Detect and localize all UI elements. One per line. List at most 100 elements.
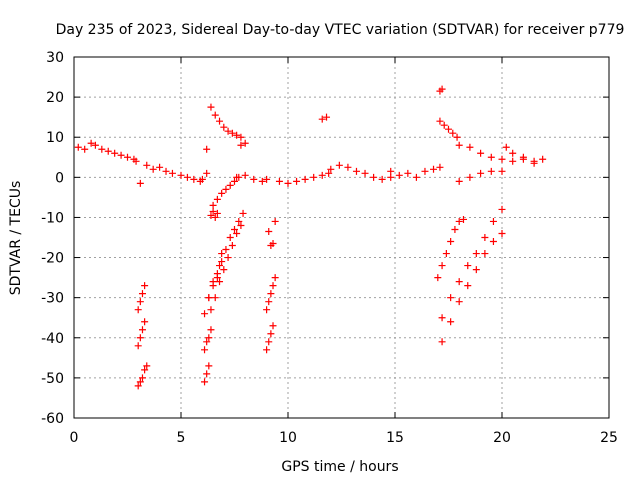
series-arc-h — [233, 171, 271, 185]
data-point — [183, 173, 191, 181]
data-point — [237, 141, 245, 149]
data-point — [466, 173, 474, 181]
data-point — [241, 139, 249, 147]
data-point — [201, 378, 209, 386]
data-point — [209, 278, 217, 286]
data-point — [213, 209, 221, 217]
data-point — [213, 274, 221, 282]
data-point — [136, 334, 144, 342]
data-point — [136, 298, 144, 306]
data-point — [233, 173, 241, 181]
data-point — [98, 145, 106, 153]
data-point — [207, 103, 215, 111]
data-point — [325, 169, 333, 177]
data-point — [310, 173, 318, 181]
y-tick-label: 30 — [46, 50, 64, 66]
data-point — [459, 215, 467, 223]
data-point — [141, 282, 149, 290]
data-point — [124, 153, 131, 161]
data-point — [434, 274, 442, 282]
data-point — [442, 250, 450, 258]
data-point — [455, 298, 463, 306]
data-point — [207, 326, 215, 334]
data-point — [205, 294, 213, 302]
data-point — [211, 213, 219, 221]
data-point — [222, 185, 230, 193]
data-point — [235, 217, 243, 225]
data-point — [226, 234, 234, 241]
data-point — [451, 225, 459, 233]
data-point — [477, 169, 485, 177]
series-arc-e — [203, 103, 245, 153]
data-point — [239, 209, 247, 217]
data-point — [318, 171, 326, 179]
data-point — [224, 127, 232, 135]
data-point — [447, 238, 455, 246]
data-point — [136, 179, 144, 187]
data-point — [207, 306, 215, 314]
data-point — [436, 117, 444, 125]
data-point — [498, 167, 506, 175]
series-arc-n — [201, 362, 213, 386]
data-point — [203, 338, 211, 346]
data-point — [455, 217, 463, 225]
series-arc-ab — [436, 117, 461, 141]
data-point — [237, 221, 245, 229]
data-point — [222, 246, 230, 254]
data-point — [275, 177, 283, 185]
data-point — [258, 177, 266, 185]
x-tick-label: 20 — [493, 430, 511, 446]
data-point — [387, 173, 395, 181]
data-point — [301, 175, 309, 183]
series-arc-w — [275, 169, 333, 187]
ticks-layer — [73, 56, 610, 419]
data-point — [263, 175, 271, 183]
data-point — [404, 169, 412, 177]
data-point — [438, 338, 446, 346]
data-point — [138, 374, 146, 382]
data-point — [203, 169, 211, 177]
data-point — [455, 141, 463, 149]
data-point — [335, 161, 343, 169]
data-point — [201, 346, 209, 354]
data-point — [502, 143, 510, 151]
data-point — [211, 294, 219, 302]
series-arc-u — [134, 318, 149, 350]
data-point — [162, 167, 170, 175]
data-point — [472, 266, 480, 274]
data-point — [421, 167, 429, 175]
data-point — [271, 274, 279, 282]
series-arc-q — [267, 240, 277, 250]
data-point — [134, 342, 142, 350]
data-point — [226, 181, 234, 189]
series-arc-aa — [436, 85, 446, 95]
series-arc-d — [198, 169, 211, 183]
data-point — [138, 290, 146, 298]
data-point — [263, 346, 271, 354]
data-point — [218, 258, 226, 266]
data-point — [198, 175, 206, 183]
x-tick-label: 25 — [600, 430, 618, 446]
chart-title: Day 235 of 2023, Sidereal Day-to-day VTE… — [56, 22, 625, 38]
data-point — [138, 326, 146, 334]
data-point — [111, 149, 119, 157]
data-point — [250, 175, 258, 183]
data-point — [509, 149, 517, 157]
data-point — [477, 149, 485, 157]
data-point — [237, 133, 245, 141]
data-point — [220, 266, 228, 274]
data-point — [361, 169, 369, 177]
data-point — [498, 229, 506, 237]
series-arc-ad — [455, 167, 506, 185]
data-point — [370, 173, 378, 181]
data-point — [472, 250, 480, 258]
x-axis-label: GPS time / hours — [281, 459, 398, 475]
series-arc-s — [263, 322, 277, 354]
data-point — [231, 225, 238, 233]
data-point — [464, 282, 472, 290]
data-point — [177, 171, 185, 179]
series-arc-a — [74, 139, 138, 163]
data-point — [267, 330, 275, 338]
data-point — [233, 229, 241, 237]
